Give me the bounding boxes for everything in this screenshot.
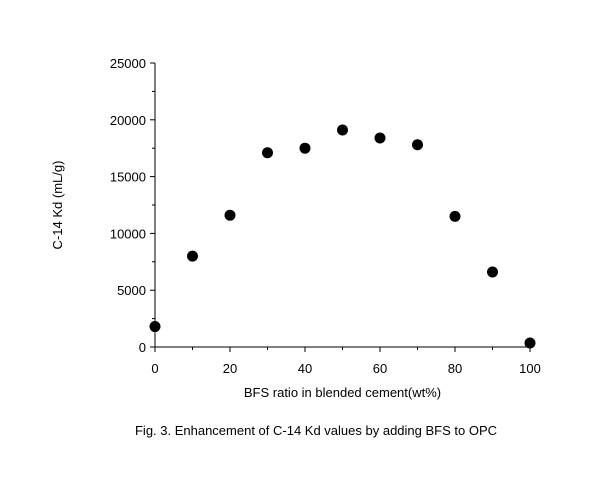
data-point: [524, 337, 536, 349]
plot-area: [154, 63, 530, 348]
data-points: [149, 124, 536, 349]
x-tick-label: 40: [298, 361, 312, 376]
y-axis-title: C-14 Kd (mL/g): [50, 161, 65, 250]
x-tick-label: 0: [151, 361, 158, 376]
data-point: [487, 266, 498, 278]
data-point: [187, 250, 198, 262]
y-tick-label: 15000: [110, 170, 146, 185]
data-point: [299, 142, 311, 154]
y-tick-label: 0: [139, 340, 146, 355]
data-point: [412, 139, 423, 151]
data-point: [449, 210, 461, 222]
x-axis: 0 20 40 60 80 100: [151, 347, 541, 376]
y-tick-label: 25000: [110, 56, 146, 71]
y-tick-label: 20000: [110, 113, 146, 128]
x-tick-label: 100: [519, 361, 541, 376]
x-tick-label: 80: [448, 361, 462, 376]
y-tick-label: 5000: [117, 283, 146, 298]
data-point: [224, 209, 236, 221]
data-point: [374, 132, 386, 144]
x-tick-label: 20: [223, 361, 237, 376]
data-point: [337, 124, 348, 136]
figure-caption: Fig. 3. Enhancement of C-14 Kd values by…: [135, 423, 497, 438]
x-axis-title: BFS ratio in blended cement(wt%): [244, 385, 441, 400]
data-point: [262, 147, 273, 159]
x-tick-label: 60: [373, 361, 387, 376]
data-point: [149, 321, 161, 333]
y-axis: 0 5000 10000 15000 20000 25000: [110, 56, 155, 355]
y-tick-label: 10000: [110, 226, 146, 241]
